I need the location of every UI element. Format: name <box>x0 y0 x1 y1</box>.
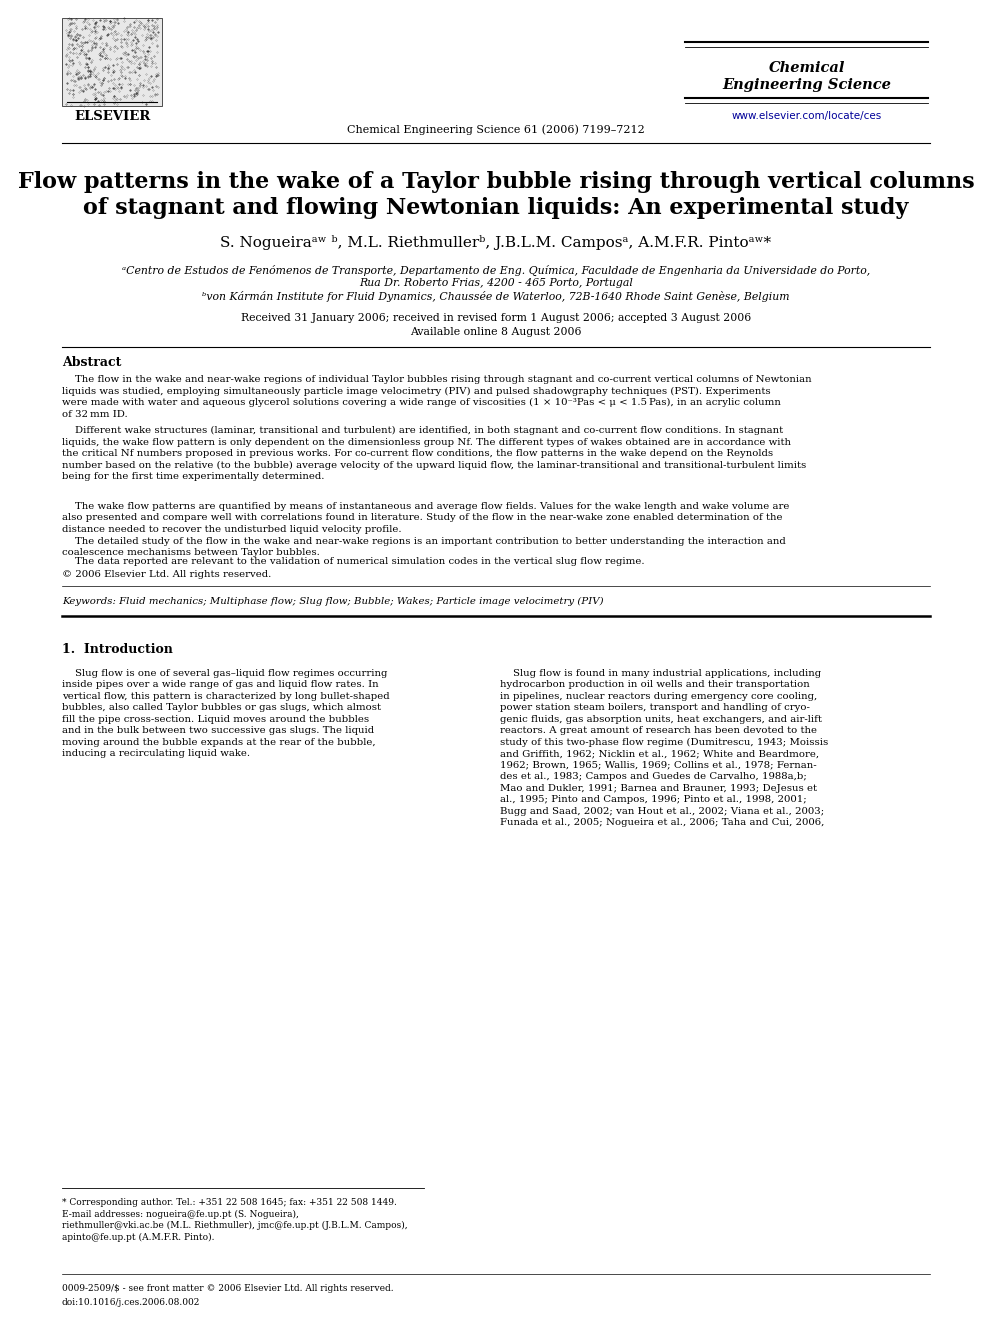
Text: The wake flow patterns are quantified by means of instantaneous and average flow: The wake flow patterns are quantified by… <box>62 501 790 534</box>
Text: The data reported are relevant to the validation of numerical simulation codes i: The data reported are relevant to the va… <box>62 557 645 566</box>
Text: ELSEVIER: ELSEVIER <box>73 110 150 123</box>
Text: Different wake structures (laminar, transitional and turbulent) are identified, : Different wake structures (laminar, tran… <box>62 426 806 482</box>
Text: Chemical Engineering Science 61 (2006) 7199–7212: Chemical Engineering Science 61 (2006) 7… <box>347 124 645 135</box>
Text: ᵇvon Kármán Institute for Fluid Dynamics, Chaussée de Waterloo, 72B-1640 Rhode S: ᵇvon Kármán Institute for Fluid Dynamics… <box>202 291 790 302</box>
Text: Slug flow is one of several gas–liquid flow regimes occurring
inside pipes over : Slug flow is one of several gas–liquid f… <box>62 669 390 758</box>
Bar <box>62 19 162 106</box>
Text: Slug flow is found in many industrial applications, including
hydrocarbon produc: Slug flow is found in many industrial ap… <box>500 669 828 827</box>
Text: doi:10.1016/j.ces.2006.08.002: doi:10.1016/j.ces.2006.08.002 <box>62 1298 200 1307</box>
Text: Engineering Science: Engineering Science <box>722 78 892 93</box>
Text: The detailed study of the flow in the wake and near-wake regions is an important: The detailed study of the flow in the wa… <box>62 537 786 557</box>
Text: * Corresponding author. Tel.: +351 22 508 1645; fax: +351 22 508 1449.: * Corresponding author. Tel.: +351 22 50… <box>62 1199 397 1207</box>
Text: Flow patterns in the wake of a Taylor bubble rising through vertical columns: Flow patterns in the wake of a Taylor bu… <box>18 171 974 193</box>
Text: www.elsevier.com/locate/ces: www.elsevier.com/locate/ces <box>732 111 882 120</box>
Text: Keywords: Fluid mechanics; Multiphase flow; Slug flow; Bubble; Wakes; Particle i: Keywords: Fluid mechanics; Multiphase fl… <box>62 597 603 606</box>
Text: S. Nogueiraᵃʷ ᵇ, M.L. Riethmullerᵇ, J.B.L.M. Camposᵃ, A.M.F.R. Pintoᵃʷ*: S. Nogueiraᵃʷ ᵇ, M.L. Riethmullerᵇ, J.B.… <box>220 235 772 250</box>
Text: Rua Dr. Roberto Frias, 4200 - 465 Porto, Portugal: Rua Dr. Roberto Frias, 4200 - 465 Porto,… <box>359 278 633 288</box>
Text: ᵃCentro de Estudos de Fenómenos de Transporte, Departamento de Eng. Química, Fac: ᵃCentro de Estudos de Fenómenos de Trans… <box>122 265 870 275</box>
Text: E-mail addresses: nogueira@fe.up.pt (S. Nogueira),
riethmuller@vki.ac.be (M.L. R: E-mail addresses: nogueira@fe.up.pt (S. … <box>62 1211 408 1242</box>
Text: 0009-2509/$ - see front matter © 2006 Elsevier Ltd. All rights reserved.: 0009-2509/$ - see front matter © 2006 El… <box>62 1285 394 1293</box>
Text: © 2006 Elsevier Ltd. All rights reserved.: © 2006 Elsevier Ltd. All rights reserved… <box>62 570 272 579</box>
Text: The flow in the wake and near-wake regions of individual Taylor bubbles rising t: The flow in the wake and near-wake regio… <box>62 374 811 418</box>
Text: of stagnant and flowing Newtonian liquids: An experimental study: of stagnant and flowing Newtonian liquid… <box>83 197 909 220</box>
Text: Abstract: Abstract <box>62 356 121 369</box>
Text: Chemical: Chemical <box>769 61 845 75</box>
Text: Available online 8 August 2006: Available online 8 August 2006 <box>411 327 581 337</box>
Text: 1.  Introduction: 1. Introduction <box>62 643 173 656</box>
Text: Received 31 January 2006; received in revised form 1 August 2006; accepted 3 Aug: Received 31 January 2006; received in re… <box>241 314 751 323</box>
